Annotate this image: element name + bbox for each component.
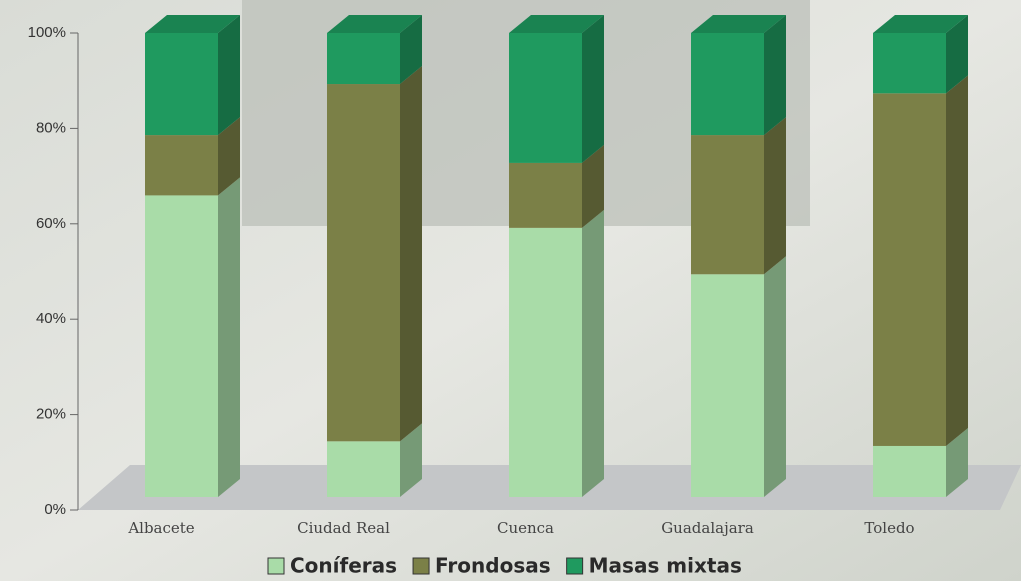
bar bbox=[327, 33, 400, 85]
bar-side bbox=[400, 423, 422, 497]
bar bbox=[873, 93, 946, 446]
bar bbox=[327, 84, 400, 442]
bar-side bbox=[582, 144, 604, 228]
legend-label: Masas mixtas bbox=[589, 554, 742, 578]
bar-top bbox=[145, 15, 240, 33]
bar bbox=[145, 135, 218, 196]
bar-side bbox=[946, 15, 968, 94]
legend-swatch bbox=[566, 557, 584, 575]
bar-side bbox=[400, 15, 422, 85]
bar-side bbox=[218, 117, 240, 196]
y-tick-label: 80% bbox=[36, 119, 66, 136]
bar bbox=[327, 441, 400, 497]
bar bbox=[691, 135, 764, 275]
bar-side bbox=[582, 15, 604, 163]
x-tick-label: Cuenca bbox=[497, 519, 554, 537]
y-tick-label: 20% bbox=[36, 406, 66, 423]
x-tick-label: Albacete bbox=[127, 519, 194, 537]
bar-side bbox=[218, 15, 240, 136]
bar-side bbox=[764, 117, 786, 275]
bar-side bbox=[582, 209, 604, 497]
bar bbox=[873, 445, 946, 497]
bar bbox=[691, 274, 764, 497]
bar bbox=[691, 33, 764, 136]
bar-top bbox=[873, 15, 968, 33]
x-tick-label: Ciudad Real bbox=[297, 519, 390, 537]
bar-top bbox=[327, 15, 422, 33]
legend-swatch bbox=[267, 557, 285, 575]
bar-side bbox=[764, 256, 786, 497]
bar-side bbox=[764, 15, 786, 136]
bar bbox=[873, 33, 946, 94]
y-tick-label: 100% bbox=[28, 24, 66, 41]
bar-side bbox=[946, 75, 968, 446]
bar-side bbox=[400, 66, 422, 442]
y-tick-label: 60% bbox=[36, 215, 66, 232]
bar bbox=[509, 227, 582, 497]
bar-side bbox=[218, 177, 240, 497]
bar bbox=[145, 33, 218, 136]
legend-label: Coníferas bbox=[290, 554, 397, 578]
legend-swatch bbox=[412, 557, 430, 575]
y-tick-label: 40% bbox=[36, 310, 66, 327]
legend-label: Frondosas bbox=[435, 554, 551, 578]
bar bbox=[145, 195, 218, 497]
y-tick-label: 0% bbox=[44, 501, 66, 518]
bar bbox=[509, 33, 582, 163]
bar-top bbox=[691, 15, 786, 33]
bar-side bbox=[946, 427, 968, 497]
x-tick-label: Guadalajara bbox=[661, 519, 754, 537]
bar bbox=[509, 162, 582, 228]
bar-top bbox=[509, 15, 604, 33]
x-tick-label: Toledo bbox=[864, 519, 914, 537]
